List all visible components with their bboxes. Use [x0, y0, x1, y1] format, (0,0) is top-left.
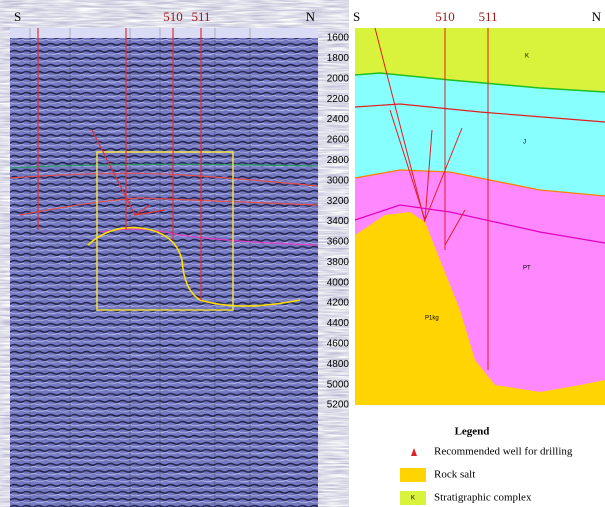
depth-tick-label: 1800 [327, 53, 350, 64]
well-label: 510 [163, 9, 183, 24]
unit-label: J [523, 140, 526, 146]
depth-tick-label: 5000 [327, 379, 350, 390]
legend-label: Rock salt [434, 469, 475, 481]
depth-tick-label: 4400 [327, 318, 350, 329]
figure: S N 510 511 1600 1800 2000 2200 2400 2600 2800… [0, 0, 605, 507]
well-label: 511 [191, 9, 210, 24]
depth-tick-label: 2400 [327, 114, 350, 125]
label-south: S [353, 9, 360, 24]
depth-tick-label: 4800 [327, 359, 350, 370]
legend-symbol [411, 448, 417, 456]
label-north: N [592, 9, 602, 24]
depth-tick-label: 3600 [327, 237, 350, 248]
depth-tick-label: 3400 [327, 216, 350, 227]
seismic-section [10, 28, 318, 507]
label-north: N [306, 9, 316, 24]
depth-tick-label: 2200 [327, 94, 350, 105]
well-label: 510 [435, 9, 455, 24]
depth-tick-label: 1600 [327, 33, 350, 44]
depth-tick-label: 2600 [327, 135, 350, 146]
depth-tick-label: 3000 [327, 175, 350, 186]
depth-tick-label: 3200 [327, 196, 350, 207]
legend-label: Recommended well for drilling [434, 446, 573, 458]
depth-tick-label: 4000 [327, 277, 350, 288]
legend-symbol [400, 468, 426, 482]
label-south: S [14, 9, 21, 24]
depth-tick-label: 4200 [327, 298, 350, 309]
depth-tick-label: 2800 [327, 155, 350, 166]
unit-label: P1kg [425, 316, 439, 322]
depth-tick-label: 4600 [327, 338, 350, 349]
legend-symbol-label: K [411, 496, 415, 502]
geological-model [355, 28, 605, 405]
depth-tick-label: 5200 [327, 400, 350, 411]
unit-label: K [525, 54, 529, 60]
well-label: 511 [478, 9, 497, 24]
depth-tick-label: 2000 [327, 73, 350, 84]
legend-title: Legend [455, 426, 490, 438]
legend-label: Stratigraphic complex [434, 492, 532, 504]
depth-axis: 1600 1800 2000 2200 2400 2600 2800 3000 3200 3400… [327, 33, 350, 411]
unit-label: PT [523, 266, 531, 272]
depth-tick-label: 3800 [327, 257, 350, 268]
